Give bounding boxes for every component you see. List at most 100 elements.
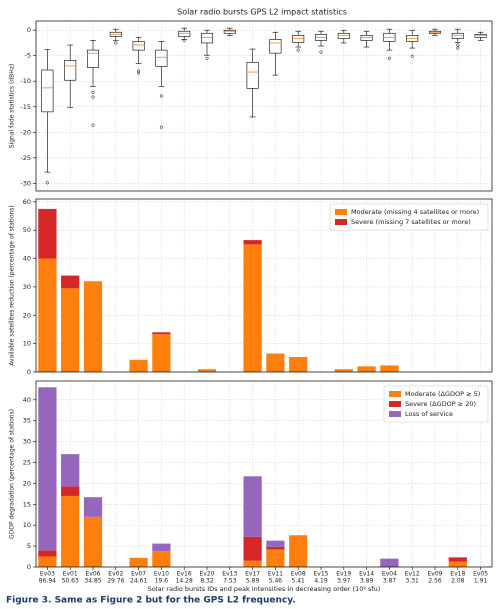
bar [38, 208, 57, 259]
legend-label: Severe (missing 7 satellites or more) [351, 218, 471, 226]
y-tick-label: -25 [20, 154, 31, 162]
outlier [456, 46, 460, 50]
bar [357, 366, 376, 372]
x-tick-label: Ev01 [63, 571, 78, 578]
x-tick-label: Ev07 [131, 571, 146, 578]
bar [266, 540, 285, 547]
x-tick-intensity: 5.46 [269, 578, 283, 585]
outlier [182, 38, 186, 42]
x-tick-label: Ev06 [86, 571, 101, 578]
box [87, 49, 100, 68]
y-tick-label: 30 [23, 438, 31, 446]
y-tick-label: -30 [20, 179, 31, 187]
x-tick-intensity: 1.91 [474, 578, 488, 585]
x-tick-label: Ev15 [314, 571, 329, 578]
bar [380, 365, 399, 372]
box [269, 39, 282, 54]
legend-swatch [335, 209, 347, 215]
bar [380, 558, 399, 567]
bar [83, 497, 103, 517]
bar [243, 536, 262, 561]
x-tick-label: Ev03 [40, 571, 55, 578]
y-tick-label: 30 [23, 283, 31, 291]
outlier [205, 56, 209, 60]
legend-box [329, 203, 489, 231]
plot-frame [35, 198, 493, 373]
y-tick-label: 25 [23, 459, 31, 467]
x-tick-label: Ev14 [359, 571, 374, 578]
x-tick-intensity: 7.53 [223, 578, 237, 585]
outlier [137, 71, 141, 75]
x-tick-label: Ev04 [382, 571, 397, 578]
bar [243, 240, 262, 245]
y-axis-label: Available satellites reduction (percenta… [9, 205, 16, 366]
box [337, 32, 350, 39]
box [41, 69, 54, 113]
bar [266, 353, 285, 372]
outlier [45, 181, 49, 185]
legend-label: Moderate (missing 4 satellites or more) [351, 208, 479, 216]
outlier [159, 94, 163, 98]
legend-label: Severe (ΔGDOP ≥ 20) [405, 400, 476, 408]
y-tick-label: 10 [23, 340, 31, 348]
x-tick-intensity: 3.97 [337, 578, 351, 585]
outlier [91, 95, 95, 99]
bar [289, 356, 308, 372]
x-tick-label: Ev19 [336, 571, 351, 578]
y-tick-label: 15 [23, 500, 31, 508]
outlier [114, 41, 118, 45]
plot-frame [35, 380, 493, 568]
legend-swatch [389, 391, 401, 397]
bar [61, 275, 80, 289]
x-tick-label: Ev02 [108, 571, 123, 578]
bar [38, 550, 57, 557]
x-tick-label: Ev10 [154, 571, 169, 578]
y-tick-label: -20 [20, 128, 31, 136]
y-tick-label: -5 [25, 52, 31, 60]
bar [38, 258, 57, 372]
x-tick-label: Ev05 [473, 571, 488, 578]
bar [448, 561, 467, 567]
y-axis-label: GDOP degradation (percentage of stations… [9, 409, 16, 539]
bar [129, 557, 148, 567]
x-tick-label: Ev17 [245, 571, 260, 578]
y-tick-label: 0 [27, 368, 31, 376]
x-tick-intensity: 5.41 [292, 578, 306, 585]
box [360, 34, 373, 41]
x-tick-intensity: 3.31 [406, 578, 420, 585]
y-tick-label: 50 [23, 226, 31, 234]
bar [289, 535, 308, 567]
bar [197, 369, 217, 372]
bar [83, 516, 103, 567]
box [132, 41, 145, 51]
outlier [387, 56, 391, 60]
x-tick-intensity: 8.32 [200, 578, 214, 585]
y-tick-label: -15 [20, 103, 31, 111]
x-tick-label: Ev16 [177, 571, 192, 578]
outlier [159, 125, 163, 129]
x-tick-label: Ev18 [450, 571, 465, 578]
outlier [91, 90, 95, 95]
x-axis-label: Solar radio bursts IDs and peak intensit… [148, 585, 381, 593]
x-tick-intensity: 14.28 [176, 578, 193, 585]
x-tick-intensity: 4.19 [314, 578, 328, 585]
outlier [456, 43, 460, 47]
y-tick-label: 20 [23, 479, 31, 487]
y-tick-label: 40 [23, 255, 31, 263]
caption: Figure 3. Same as Figure 2 but for the G… [6, 596, 296, 606]
outlier [91, 123, 95, 127]
outlier [137, 69, 141, 73]
bar [334, 369, 353, 372]
x-tick-intensity: 19.6 [155, 578, 169, 585]
box [64, 60, 77, 81]
y-axis-label: Signal fade statistics (dBHz) [9, 64, 16, 148]
bar [38, 556, 57, 567]
box [246, 62, 259, 89]
y-tick-label: 40 [23, 396, 31, 404]
bar [61, 486, 80, 496]
bar [83, 281, 103, 372]
bar [243, 244, 262, 372]
bar [129, 359, 148, 372]
x-tick-label: Ev09 [428, 571, 443, 578]
plot-background [36, 21, 492, 191]
